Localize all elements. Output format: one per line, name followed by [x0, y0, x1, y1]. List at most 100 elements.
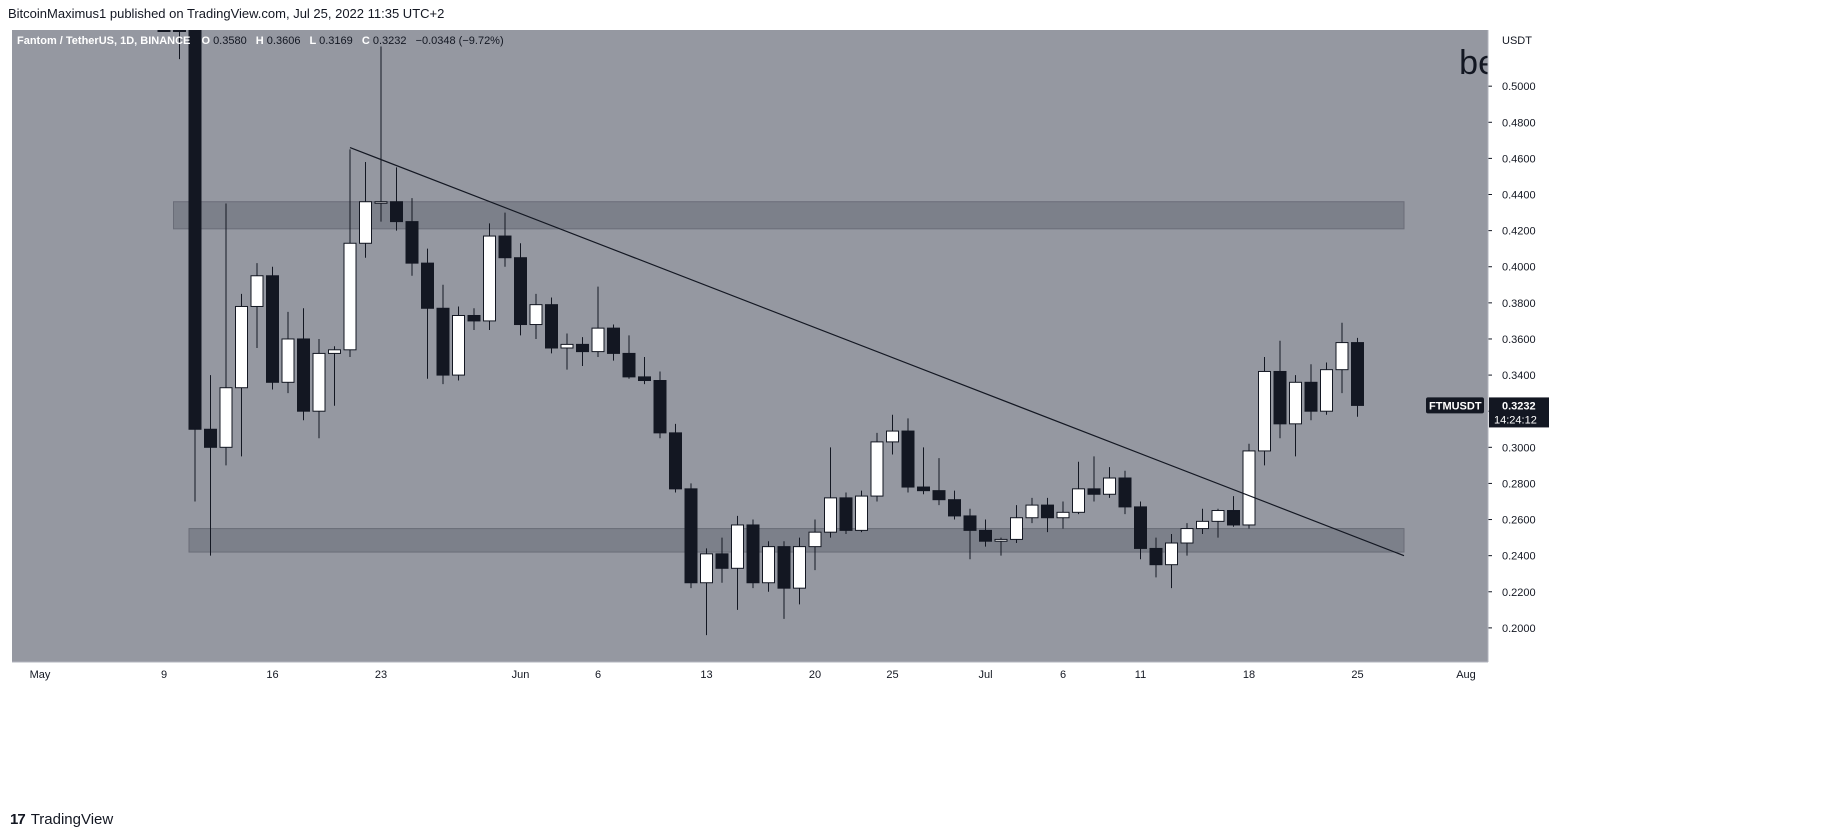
- candle: [917, 447, 930, 495]
- candle: [297, 308, 310, 421]
- candle-body: [359, 201, 372, 244]
- candle: [1351, 337, 1364, 417]
- candle: [994, 537, 1008, 556]
- candlestick-chart[interactable]: Fantom / TetherUS, 1D, BINANCE O 0.3580 …: [12, 30, 1750, 770]
- candle: [1056, 501, 1070, 529]
- candle-body: [762, 546, 775, 584]
- candle-body: [715, 553, 729, 569]
- candle: [622, 335, 636, 379]
- candle: [157, 30, 171, 32]
- price-tag-countdown: 14:24:12: [1494, 414, 1537, 426]
- candle: [545, 297, 558, 354]
- candle-body: [297, 338, 310, 412]
- candle: [390, 167, 403, 231]
- candle-body: [498, 235, 512, 259]
- legend-low-label: L: [310, 35, 317, 47]
- candle-body: [1165, 542, 1178, 566]
- candle-body: [669, 432, 682, 490]
- price-tick-label: 0.2000: [1502, 623, 1536, 635]
- candle-body: [1242, 450, 1256, 526]
- candle: [219, 203, 233, 466]
- candle: [839, 492, 853, 534]
- chart-container[interactable]: Fantom / TetherUS, 1D, BINANCE O 0.3580 …: [12, 30, 1750, 770]
- candle-body: [979, 529, 992, 542]
- candle-body: [157, 30, 171, 32]
- candle: [173, 30, 186, 60]
- candle: [436, 284, 450, 385]
- tradingview-logo-icon: 17: [10, 810, 26, 828]
- legend-open-label: O: [201, 35, 210, 47]
- candle: [700, 548, 713, 636]
- candle: [452, 306, 465, 381]
- candle-body: [483, 235, 496, 322]
- candle-body: [622, 352, 636, 378]
- candle: [746, 519, 760, 589]
- candle: [1041, 497, 1054, 533]
- candle-body: [870, 441, 884, 497]
- time-tick-label: 25: [886, 669, 898, 681]
- candle: [374, 46, 388, 222]
- candle-body: [529, 304, 543, 326]
- candle-body: [467, 314, 481, 322]
- candle-body: [188, 30, 202, 430]
- time-tick-label: 16: [266, 669, 278, 681]
- candle: [514, 243, 527, 336]
- descending-trendline[interactable]: [349, 147, 1405, 557]
- time-axis[interactable]: May 9 16 23 Jun 6 13 20 25 Jul 6 11 18 25 Aug: [12, 661, 1750, 770]
- candle: [979, 519, 992, 547]
- candle-body: [917, 486, 930, 492]
- time-tick-label: Jul: [978, 669, 992, 681]
- time-tick-label: 25: [1351, 669, 1363, 681]
- candle-body: [684, 488, 698, 584]
- candle: [1273, 340, 1287, 439]
- candle-body: [1289, 381, 1302, 425]
- candle: [638, 357, 651, 385]
- candle: [669, 423, 682, 493]
- tradingview-footer[interactable]: 17 TradingView: [10, 808, 113, 830]
- price-axis[interactable]: USDT 0.5000 0.4800 0.4600 0.4400 0.4200 0.400…: [1487, 30, 1750, 662]
- candle: [607, 324, 620, 361]
- candle-body: [777, 546, 791, 589]
- price-axis-bg: [1488, 30, 1750, 662]
- price-tick-label: 0.3600: [1502, 334, 1536, 346]
- candle: [1072, 461, 1085, 515]
- time-tick-label: 13: [700, 669, 712, 681]
- candle: [1180, 523, 1194, 556]
- last-price-tag: FTMUSDT 0.3232 14:24:12: [1426, 397, 1549, 428]
- candle: [1211, 508, 1225, 538]
- time-ticks: May 9 16 23 Jun 6 13 20 25 Jul 6 11 18 25 Aug: [12, 661, 1488, 681]
- candle: [359, 162, 372, 258]
- candle-body: [576, 343, 589, 353]
- candle: [328, 346, 341, 406]
- candle-body: [746, 524, 760, 584]
- candle-body: [948, 499, 961, 517]
- candle-body: [1025, 504, 1039, 519]
- candle: [963, 508, 977, 560]
- candle-body: [1273, 370, 1287, 425]
- candle-body: [1103, 477, 1116, 495]
- candle-body: [901, 430, 915, 488]
- time-tick-label: May: [30, 669, 51, 681]
- candle: [777, 541, 791, 619]
- candle-body: [1351, 342, 1364, 406]
- candle: [1227, 496, 1240, 527]
- candle-body: [266, 275, 279, 383]
- candle-body: [886, 430, 899, 443]
- candle-body: [731, 524, 744, 569]
- time-tick-label: 18: [1243, 669, 1255, 681]
- candle-body: [963, 515, 977, 531]
- candle-body: [343, 242, 357, 351]
- price-tick-label: 0.4600: [1502, 153, 1536, 165]
- time-tick-label: Jun: [512, 669, 530, 681]
- candle: [808, 519, 822, 571]
- legend-high-label: H: [256, 35, 264, 47]
- candle: [266, 266, 279, 390]
- candle-body: [994, 538, 1008, 542]
- candle-body: [328, 349, 341, 354]
- candle: [1335, 322, 1349, 394]
- candle-body: [793, 546, 806, 589]
- candle: [1196, 508, 1209, 534]
- legend-open-value: 0.3580: [213, 35, 247, 47]
- candle-body: [1258, 370, 1271, 452]
- candle: [901, 418, 915, 493]
